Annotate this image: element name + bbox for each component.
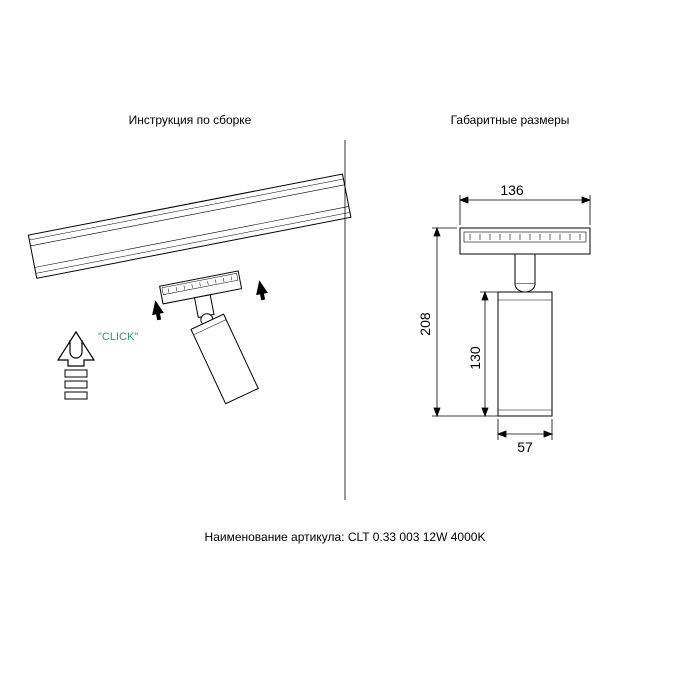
click-magnet-icon [58,332,94,399]
dim-height-full [432,228,480,416]
dim-width-body-label: 57 [517,439,533,455]
drawing-canvas: "CLICK" [0,0,690,690]
assembly-panel: "CLICK" [28,174,351,412]
dim-width-top-label: 136 [500,182,524,198]
left-title: Инструкция по сборке [60,113,320,127]
dim-width-top [460,195,590,225]
click-label: "CLICK" [98,331,138,343]
dim-height-body-label: 130 [467,346,483,370]
dimensions-panel: 136 57 130 208 [417,182,590,455]
spotlight-assembly [160,271,263,412]
article-label: Наименование артикула: CLT 0.33 003 12W … [0,530,690,544]
right-title-text: Габаритные размеры [451,113,570,127]
right-title: Габаритные размеры [390,113,630,127]
article-value: CLT 0.33 003 12W 4000K [348,530,486,544]
dim-width-body [498,419,552,440]
dim-height-full-label: 208 [417,312,433,336]
fixture-front-view [460,228,590,416]
insert-arrow-right [253,279,269,301]
left-title-text: Инструкция по сборке [129,113,252,127]
track-rail [28,174,351,278]
article-prefix: Наименование артикула: [205,530,345,544]
